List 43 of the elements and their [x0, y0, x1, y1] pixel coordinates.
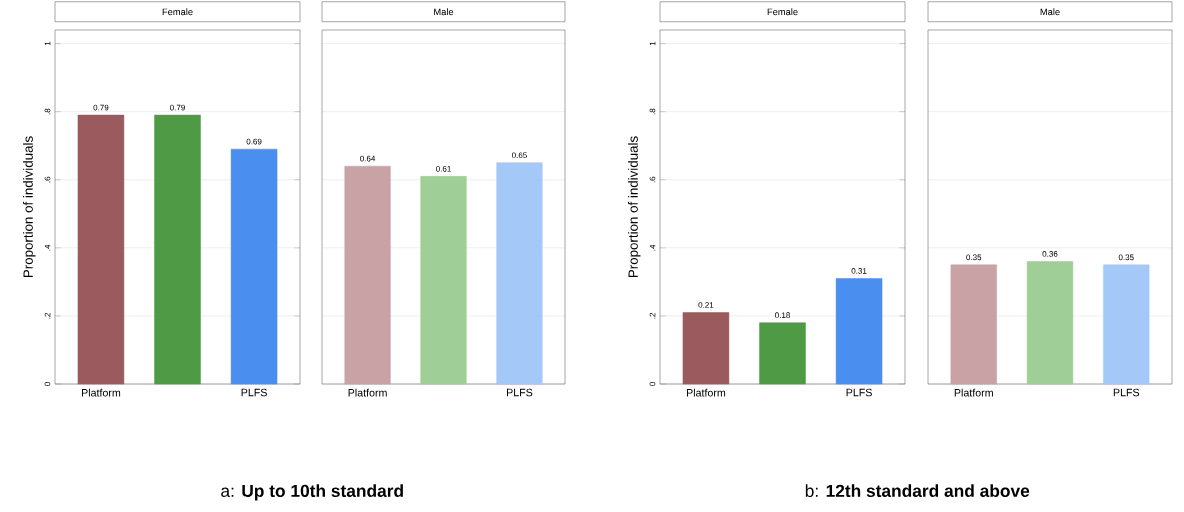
bar — [759, 322, 806, 385]
y-axis-title: Proportion of individuals — [23, 136, 36, 278]
x-tick-label: PLFS — [846, 388, 872, 397]
y-tick-label: .4 — [44, 244, 51, 251]
data-label: 0.65 — [511, 152, 527, 159]
data-label: 0.35 — [1118, 254, 1134, 261]
data-label: 0.21 — [698, 302, 714, 308]
data-label: 0.18 — [775, 312, 790, 319]
data-label: 0.61 — [436, 165, 451, 172]
y-tick-label: .2 — [649, 312, 656, 319]
data-label: 0.64 — [360, 155, 376, 162]
x-tick-label: Platform — [954, 388, 993, 397]
x-tick-label: Platform — [81, 388, 121, 397]
y-axis-title: Proportion of individuals — [628, 136, 641, 278]
data-label: 0.31 — [851, 268, 867, 274]
bar — [835, 278, 883, 385]
chart-title: Male — [1040, 8, 1060, 16]
data-label: 0.36 — [1042, 251, 1058, 257]
y-tick-label: 0 — [44, 382, 51, 386]
data-label: 0.79 — [93, 104, 109, 111]
y-tick-label: .8 — [649, 108, 656, 115]
y-tick-label: .6 — [649, 176, 656, 183]
y-tick-label: 1 — [44, 41, 51, 46]
data-label: 0.69 — [246, 138, 262, 145]
y-tick-label: .8 — [44, 108, 51, 115]
y-tick-label: .6 — [44, 176, 51, 183]
y-tick-label: 1 — [649, 41, 656, 46]
data-label: 0.35 — [966, 254, 982, 261]
x-tick-label: PLFS — [241, 388, 267, 397]
x-tick-label: Platform — [348, 388, 387, 397]
x-tick-label: PLFS — [506, 388, 533, 397]
x-tick-label: Platform — [686, 388, 726, 397]
x-tick-label: PLFS — [1113, 388, 1140, 397]
y-tick-label: .4 — [649, 244, 656, 251]
text: a: Up to 10th standard — [221, 484, 403, 501]
chart-title: Female — [767, 8, 798, 16]
bar — [682, 312, 730, 385]
text: b: 12th standard and above — [805, 484, 1030, 498]
y-tick-label: .2 — [44, 312, 51, 319]
chart-title: Male — [434, 8, 454, 16]
chart-title: Female — [162, 8, 193, 16]
data-label: 0.79 — [170, 104, 185, 111]
y-tick-label: 0 — [649, 382, 656, 386]
